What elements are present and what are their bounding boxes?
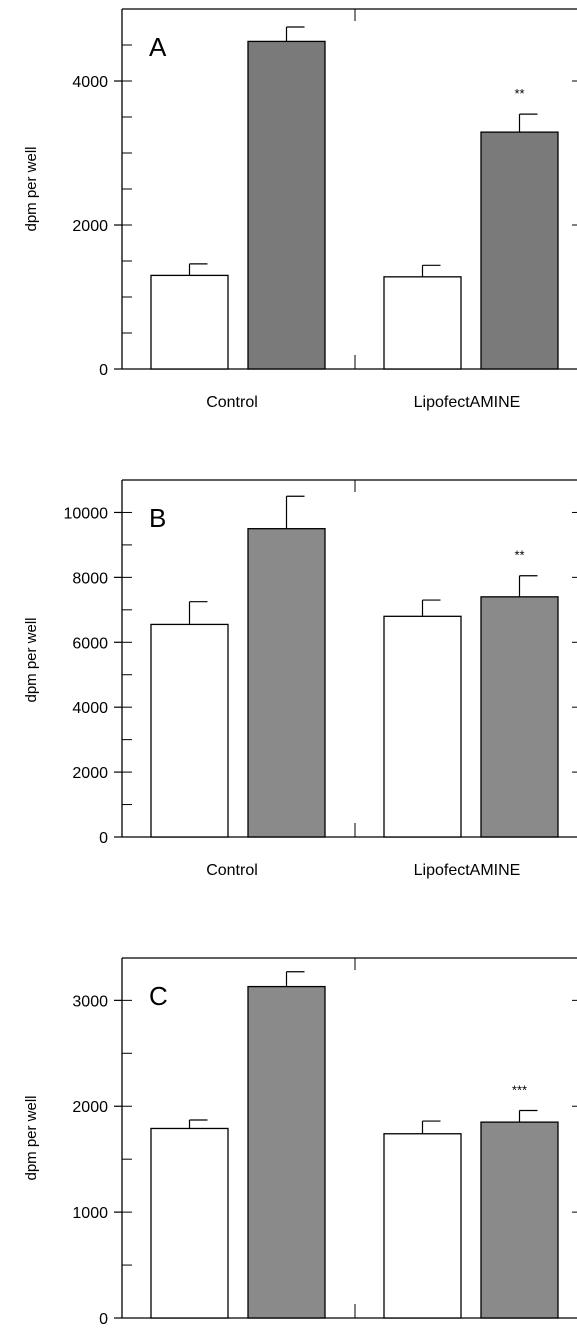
category-label: Control xyxy=(206,862,258,879)
y-axis-label: dpm per well xyxy=(23,1095,40,1180)
panel-letter: C xyxy=(149,981,168,1011)
bar-control-series1 xyxy=(150,274,229,370)
significance-marker: ** xyxy=(514,548,524,563)
bar-control-series2 xyxy=(247,528,326,838)
panel-letter: A xyxy=(149,32,167,62)
panel-b: 0 2000 4000 6000 8000 10000 dpm per well B ** Con… xyxy=(23,479,577,879)
bar-control-series2 xyxy=(247,985,326,1319)
y-tick-label: 8000 xyxy=(72,570,108,587)
bar-lipofectamine-series2 xyxy=(480,131,559,370)
y-tick-label: 3000 xyxy=(72,993,108,1010)
bar-control-series2 xyxy=(247,40,326,370)
y-tick-label: 2000 xyxy=(72,1099,108,1116)
category-label: Control xyxy=(206,394,258,411)
bar-lipofectamine-series2 xyxy=(480,596,559,838)
significance-marker: *** xyxy=(512,1082,527,1097)
y-tick-label: 1000 xyxy=(72,1205,108,1222)
y-axis-label: dpm per well xyxy=(23,617,40,702)
y-tick-label: 0 xyxy=(99,830,108,847)
y-tick-label: 6000 xyxy=(72,635,108,652)
y-tick-label: 2000 xyxy=(72,765,108,782)
y-axis-label: dpm per well xyxy=(23,146,40,231)
y-tick-label: 0 xyxy=(99,1311,108,1328)
bar-control-series1 xyxy=(150,623,229,838)
bar-lipofectamine-series1 xyxy=(383,615,462,838)
category-label: LipofectAMINE xyxy=(414,394,521,411)
y-tick-label: 4000 xyxy=(72,74,108,91)
panel-a: 0 2000 4000 dpm per well A ** Control LipofectA… xyxy=(23,8,577,411)
bar-control-series1 xyxy=(150,1127,229,1319)
bar-lipofectamine-series1 xyxy=(383,1133,462,1319)
y-tick-label: 10000 xyxy=(64,505,109,522)
y-tick-label: 2000 xyxy=(72,218,108,235)
category-label: LipofectAMINE xyxy=(414,862,521,879)
panel-letter: B xyxy=(149,503,166,533)
y-tick-label: 4000 xyxy=(72,700,108,717)
y-tick-label: 0 xyxy=(99,362,108,379)
significance-marker: ** xyxy=(514,86,524,101)
bar-lipofectamine-series2 xyxy=(480,1121,559,1319)
bar-lipofectamine-series1 xyxy=(383,276,462,370)
